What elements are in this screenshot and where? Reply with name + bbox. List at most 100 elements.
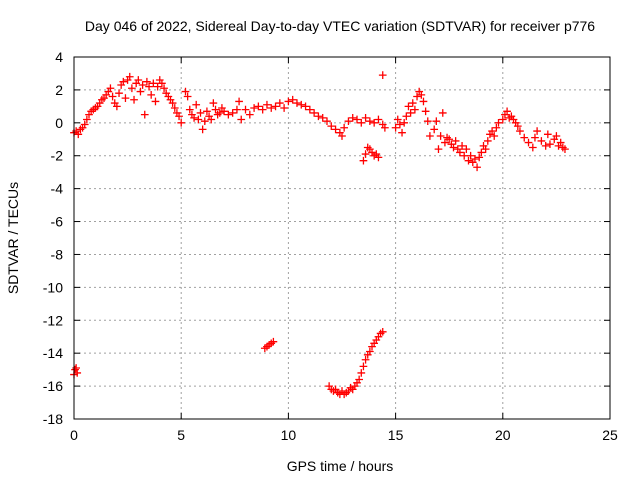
data-point — [456, 148, 464, 157]
x-tick-label: 0 — [70, 427, 78, 443]
y-tick-label: -6 — [51, 214, 64, 230]
data-point — [175, 112, 183, 121]
data-point — [400, 118, 409, 127]
data-point — [543, 130, 552, 139]
data-point — [108, 92, 117, 101]
data-point — [288, 95, 297, 104]
data-point — [531, 133, 539, 142]
y-tick-label: -18 — [43, 411, 63, 427]
data-point — [293, 99, 301, 107]
data-point — [374, 153, 383, 162]
data-point — [149, 79, 158, 88]
data-point — [331, 125, 340, 134]
data-point — [462, 145, 471, 153]
data-point — [106, 84, 115, 93]
data-point — [353, 115, 361, 124]
data-point — [426, 132, 434, 140]
data-point — [556, 138, 565, 147]
data-point — [520, 133, 529, 142]
data-point — [250, 104, 258, 112]
data-point — [233, 105, 241, 114]
data-point — [263, 100, 271, 109]
data-point — [359, 362, 368, 371]
data-point — [413, 92, 421, 101]
data-point — [348, 114, 357, 122]
data-point — [483, 137, 492, 145]
data-point — [80, 120, 89, 129]
data-point — [301, 102, 310, 111]
data-point — [338, 132, 346, 140]
data-point — [318, 114, 327, 122]
data-point — [185, 105, 194, 114]
data-point — [198, 125, 207, 134]
data-point — [145, 82, 153, 91]
data-point — [181, 87, 190, 96]
data-point — [381, 123, 389, 132]
data-point — [406, 109, 415, 117]
data-point — [449, 143, 458, 152]
data-point — [284, 97, 293, 106]
data-point — [396, 120, 404, 129]
data-point — [460, 151, 469, 160]
data-point — [393, 115, 402, 124]
data-point — [391, 123, 400, 132]
chart-title: Day 046 of 2022, Sidereal Day-to-day VTE… — [85, 18, 595, 34]
data-point — [305, 105, 314, 114]
data-point — [361, 114, 370, 122]
data-point — [378, 327, 387, 336]
y-axis-label: SDTVAR / TECUs — [5, 182, 21, 294]
x-tick-label: 20 — [495, 427, 511, 443]
data-point — [203, 107, 211, 116]
data-point — [327, 122, 336, 130]
data-point — [83, 115, 91, 124]
data-point — [177, 118, 186, 127]
data-point — [340, 123, 348, 132]
data-point — [537, 137, 546, 145]
data-point — [143, 77, 151, 86]
data-point — [207, 115, 216, 124]
y-tick-label: -4 — [51, 181, 64, 197]
data-point — [280, 104, 288, 112]
y-tick-label: -10 — [43, 279, 63, 295]
data-point — [119, 77, 128, 86]
data-point — [125, 72, 134, 81]
data-point — [458, 142, 466, 150]
data-point — [475, 153, 484, 162]
data-point — [398, 128, 406, 137]
data-point — [314, 112, 323, 121]
data-point — [130, 95, 138, 104]
data-point — [73, 369, 82, 377]
data-point — [128, 84, 136, 93]
data-point — [160, 84, 168, 93]
y-tick-label: 2 — [55, 82, 63, 98]
data-point — [473, 163, 481, 172]
data-point — [466, 151, 475, 160]
data-point — [441, 138, 449, 147]
data-point — [432, 117, 441, 126]
data-point — [374, 115, 383, 124]
data-point — [258, 105, 267, 114]
data-point — [524, 138, 533, 147]
y-tick-label: -12 — [43, 312, 63, 328]
data-point — [434, 145, 443, 153]
data-point — [408, 99, 417, 107]
data-point — [269, 337, 278, 346]
x-tick-label: 15 — [388, 427, 404, 443]
data-point — [528, 143, 537, 152]
data-point — [245, 110, 254, 119]
data-point — [361, 355, 370, 364]
data-point — [241, 105, 250, 114]
data-point — [533, 127, 541, 135]
data-point — [546, 140, 554, 149]
data-point — [74, 130, 83, 139]
data-point — [192, 100, 201, 109]
data-point — [254, 102, 263, 111]
data-point — [488, 127, 496, 135]
data-point — [370, 118, 379, 127]
x-axis-label: GPS time / hours — [287, 458, 394, 474]
data-point — [421, 107, 430, 116]
data-point — [153, 82, 162, 91]
x-tick-label: 25 — [602, 427, 618, 443]
data-point — [147, 90, 156, 99]
